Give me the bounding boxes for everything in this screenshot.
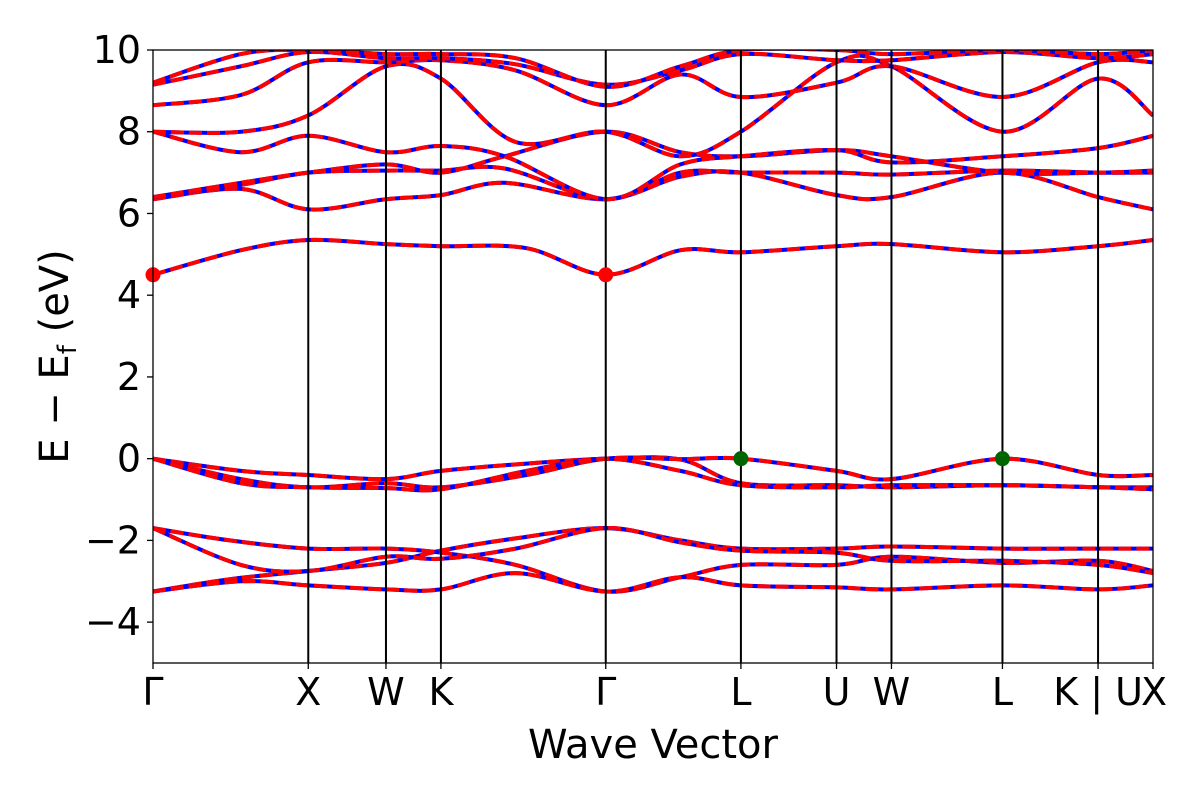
x-tick-label: K | U [1053, 670, 1143, 715]
kpoint-lines [307, 50, 1100, 663]
band-line-spin-down-11 [153, 129, 1153, 202]
y-axis-label: E − Ef (eV) [32, 249, 83, 464]
y-axis-label-main: E − E [32, 354, 78, 464]
band-line-spin-down-6 [153, 456, 1153, 493]
band-line-spin-down-10 [153, 129, 1153, 200]
band-line-spin-down-7 [153, 237, 1153, 277]
extremum-marker [733, 451, 749, 467]
y-tick-label: −2 [85, 518, 141, 562]
y-axis-label-subscript: f [53, 344, 83, 354]
band-line-spin-down-14 [153, 50, 1153, 87]
y-tick-label: −4 [85, 600, 141, 644]
y-tick-label: 0 [117, 437, 141, 481]
extremum-marker [598, 267, 614, 283]
y-axis-label-unit: (eV) [32, 249, 78, 345]
extremum-markers [145, 267, 1010, 467]
y-tick-label: 4 [117, 273, 141, 317]
x-tick-label: L [730, 670, 751, 714]
band-line-spin-down-12 [153, 53, 1153, 159]
band-line-spin-down-8 [153, 169, 1153, 212]
y-tick-label: 10 [93, 28, 141, 72]
plot-frame [152, 49, 1154, 664]
x-tick-label: X [1141, 670, 1167, 714]
x-tick-label: X [295, 670, 321, 714]
x-tick-label: Γ [595, 670, 616, 714]
y-tick-label: 6 [117, 191, 141, 235]
x-tick-label: K [428, 670, 454, 714]
x-tick-label: U [823, 670, 851, 714]
y-tick-label: 2 [117, 355, 141, 399]
band-line-spin-down-5 [153, 455, 1153, 490]
bands [153, 50, 1153, 594]
x-tick-label: W [367, 670, 405, 714]
x-tick-label: W [873, 670, 911, 714]
band-line-spin-down-13 [153, 57, 1153, 108]
y-axis-ticks: −4 −2 0 2 4 6 8 10 [85, 28, 153, 644]
y-tick-label: 8 [117, 110, 141, 154]
extremum-marker [994, 451, 1010, 467]
x-axis-label: Wave Vector [528, 722, 779, 768]
x-tick-label: L [992, 670, 1013, 714]
band-line-spin-down-2 [153, 526, 1153, 576]
x-tick-label: Γ [142, 670, 163, 714]
band-line-spin-down-3 [153, 571, 1153, 594]
